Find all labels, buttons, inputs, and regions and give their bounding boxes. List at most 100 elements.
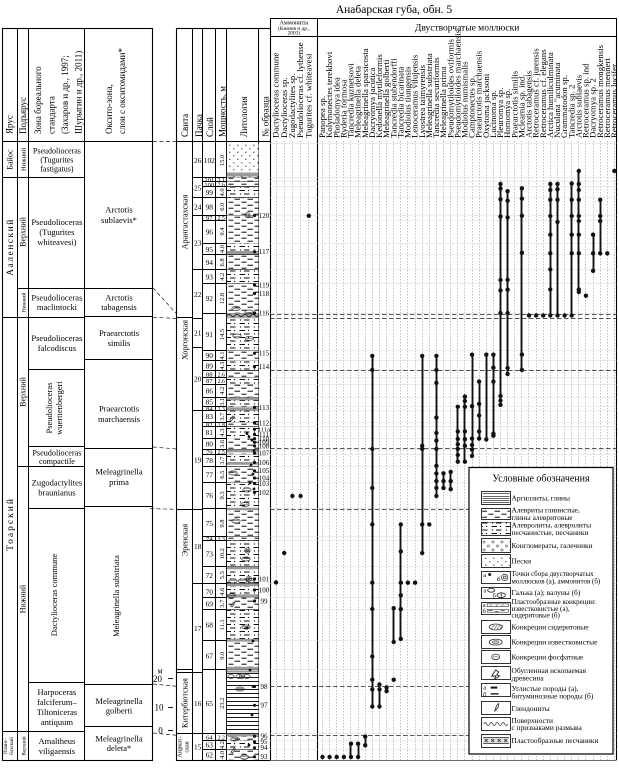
svg-text:песчанистые, песчаники: песчанистые, песчаники xyxy=(512,528,589,537)
svg-text:Nuculana "acuminata: Nuculana "acuminata xyxy=(552,62,562,138)
svg-text:sublaevis*: sublaevis* xyxy=(101,215,137,225)
svg-text:22: 22 xyxy=(194,290,202,299)
svg-text:Lucinoma sp.: Lucinoma sp. xyxy=(488,90,498,138)
svg-text:20: 20 xyxy=(194,375,202,384)
svg-text:Мощность, м: Мощность, м xyxy=(218,86,228,137)
svg-text:14.5: 14.5 xyxy=(219,329,226,340)
svg-text:Китербютская: Китербютская xyxy=(181,678,190,728)
svg-text:Двустворчатые моллюски: Двустворчатые моллюски xyxy=(415,24,519,34)
svg-text:Modiolus tiungensis: Modiolus tiungensis xyxy=(403,66,413,138)
svg-text:б: б xyxy=(493,592,496,599)
svg-text:Условные обозначения: Условные обозначения xyxy=(492,474,590,485)
svg-text:102: 102 xyxy=(259,489,270,497)
svg-text:Pseudomytiloides marchaensis: Pseudomytiloides marchaensis xyxy=(452,29,462,138)
svg-text:Углистые породы (а),: Углистые породы (а), xyxy=(512,684,579,693)
svg-text:слои с окситомидами*: слои с окситомидами* xyxy=(117,48,127,134)
svg-text:Retroceramus cf. elegans: Retroceramus cf. elegans xyxy=(538,49,548,138)
svg-text:Нижний: Нижний xyxy=(21,293,28,313)
svg-text:Homomya sp.: Homomya sp. xyxy=(502,89,512,138)
svg-text:сидеритовые (б): сидеритовые (б) xyxy=(512,611,561,619)
svg-text:23: 23 xyxy=(194,238,202,247)
svg-text:(Tugurites: (Tugurites xyxy=(40,155,73,164)
svg-text:80: 80 xyxy=(206,440,214,449)
svg-text:Свита: Свита xyxy=(180,114,190,137)
svg-text:111а: 111а xyxy=(258,427,270,434)
svg-text:81: 81 xyxy=(206,428,214,437)
svg-text:Tancredia securiformis: Tancredia securiformis xyxy=(431,57,441,138)
svg-text:20: 20 xyxy=(153,674,163,684)
svg-text:15.0: 15.0 xyxy=(219,155,226,166)
svg-text:Meleagrinella golberti: Meleagrinella golberti xyxy=(381,59,391,138)
svg-text:3.7: 3.7 xyxy=(219,412,226,421)
svg-text:99: 99 xyxy=(261,597,269,605)
svg-text:Meleagrinella deleta: Meleagrinella deleta xyxy=(353,66,363,138)
svg-text:105: 105 xyxy=(259,467,270,475)
svg-text:68: 68 xyxy=(206,621,214,630)
svg-text:4.0: 4.0 xyxy=(219,245,226,253)
svg-text:Ярус: Ярус xyxy=(5,115,15,134)
svg-text:10: 10 xyxy=(155,703,165,713)
svg-text:77: 77 xyxy=(206,470,214,479)
svg-text:117: 117 xyxy=(259,248,270,256)
svg-text:Хоргонская: Хоргонская xyxy=(181,320,190,360)
svg-text:braunianus: braunianus xyxy=(38,488,75,498)
svg-text:62: 62 xyxy=(206,751,214,760)
svg-text:2.6: 2.6 xyxy=(218,379,225,385)
svg-text:3.6: 3.6 xyxy=(219,439,226,448)
svg-text:95: 95 xyxy=(206,245,214,254)
svg-text:Алевриты глинистые,: Алевриты глинистые, xyxy=(512,506,580,515)
svg-text:Tugurites cf. whiteavesi: Tugurites cf. whiteavesi xyxy=(303,53,313,138)
svg-text:9.3: 9.3 xyxy=(219,491,226,499)
svg-text:Поверхности: Поверхности xyxy=(512,716,553,725)
svg-text:глины алевритовые: глины алевритовые xyxy=(512,513,574,522)
svg-text:4.0: 4.0 xyxy=(219,188,226,196)
svg-text:Retroceramus menneri: Retroceramus menneri xyxy=(602,58,612,138)
svg-text:Зона бореального: Зона бореального xyxy=(33,66,43,134)
svg-text:Praearctotis marchaensis: Praearctotis marchaensis xyxy=(474,50,484,138)
svg-text:Tancredia stubendorffi: Tancredia stubendorffi xyxy=(388,58,398,138)
svg-text:113: 113 xyxy=(259,404,270,412)
svg-text:а: а xyxy=(484,587,487,594)
svg-text:100: 100 xyxy=(259,586,270,594)
svg-text:91: 91 xyxy=(206,330,214,339)
svg-text:Lyostrea taimyrensis: Lyostrea taimyrensis xyxy=(417,64,427,138)
svg-text:2.2: 2.2 xyxy=(218,735,225,741)
svg-text:70: 70 xyxy=(206,587,214,596)
svg-text:69: 69 xyxy=(206,599,214,608)
svg-text:118: 118 xyxy=(259,290,270,298)
svg-text:битуминозные породы (б): битуминозные породы (б) xyxy=(512,691,594,700)
svg-text:108: 108 xyxy=(259,442,270,450)
svg-text:известковистые (а),: известковистые (а), xyxy=(512,605,570,613)
svg-text:2.6: 2.6 xyxy=(218,183,225,189)
svg-text:82: 82 xyxy=(206,422,213,429)
svg-text:15: 15 xyxy=(194,743,202,752)
svg-text:compactile: compactile xyxy=(39,457,75,466)
svg-text:Аргиллиты, глины: Аргиллиты, глины xyxy=(512,494,570,503)
svg-text:112: 112 xyxy=(259,419,270,427)
svg-text:Retroceramus lucifer: Retroceramus lucifer xyxy=(609,64,619,138)
svg-text:89: 89 xyxy=(206,361,214,370)
svg-text:64: 64 xyxy=(206,734,213,741)
svg-text:3.1: 3.1 xyxy=(218,178,225,184)
svg-text:Галька (а); валуны (б): Галька (а); валуны (б) xyxy=(512,588,581,597)
svg-text:Pseudomytiloides oviformis: Pseudomytiloides oviformis xyxy=(445,38,455,138)
svg-text:б: б xyxy=(483,608,486,615)
svg-text:Dactylioceras sp.: Dactylioceras sp. xyxy=(279,77,289,138)
svg-text:4.1: 4.1 xyxy=(219,351,226,359)
svg-text:67: 67 xyxy=(206,651,214,660)
svg-text:6.8: 6.8 xyxy=(219,258,226,266)
svg-text:107: 107 xyxy=(259,450,270,458)
svg-text:Pleuromya sp.: Pleuromya sp. xyxy=(495,88,505,138)
svg-text:Нижний: Нижний xyxy=(21,147,28,171)
svg-text:Meleagrinella: Meleagrinella xyxy=(95,734,142,744)
svg-text:96: 96 xyxy=(261,733,269,741)
svg-text:94: 94 xyxy=(261,744,269,752)
svg-text:Meleagrinella: Meleagrinella xyxy=(95,696,142,706)
svg-text:Pseudolioceras: Pseudolioceras xyxy=(33,146,81,155)
svg-text:с признаками размыва: с признаками размыва xyxy=(512,723,583,732)
svg-text:Аиркат-: Аиркат- xyxy=(177,736,184,757)
svg-text:Pseudolioceras: Pseudolioceras xyxy=(32,448,81,457)
svg-text:Lenoceramus vilujensis: Lenoceramus vilujensis xyxy=(410,54,420,138)
svg-text:2003): 2003) xyxy=(288,30,301,37)
svg-text:101: 101 xyxy=(259,575,270,583)
